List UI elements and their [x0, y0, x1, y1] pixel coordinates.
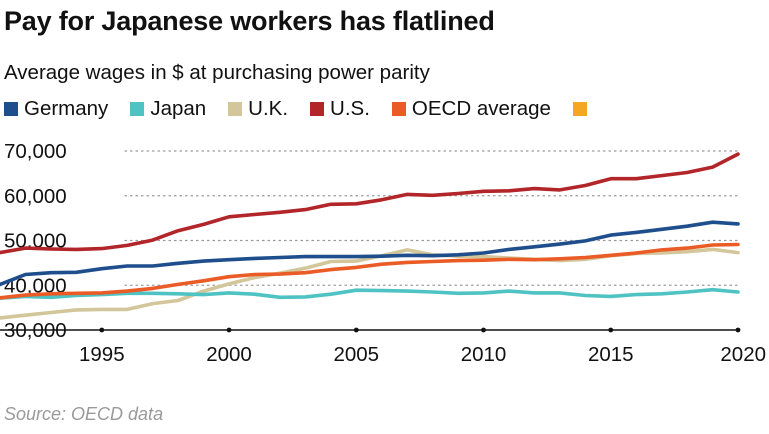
legend-item-japan: Japan [130, 97, 206, 121]
legend-item-us: U.S. [310, 97, 370, 121]
x-tick-mark [226, 327, 232, 333]
gridlines [0, 150, 739, 331]
chart-title: Pay for Japanese workers has flatlined [4, 6, 495, 36]
x-tick-mark [353, 327, 359, 333]
series-line-u-s [0, 152, 740, 255]
legend-swatch-germany [4, 102, 18, 116]
series-line-oecd-average [0, 242, 740, 300]
y-tick-label: 40,000 [4, 274, 67, 297]
series-line-u-k [0, 247, 740, 320]
legend-label-uk: U.K. [248, 97, 289, 120]
x-tick-label: 2015 [588, 343, 634, 366]
x-tick-mark [99, 327, 105, 333]
y-tick-label: 50,000 [4, 230, 67, 253]
legend-label-japan: Japan [150, 97, 207, 120]
series-line-japan [0, 287, 740, 301]
y-tick-label: 70,000 [4, 140, 67, 163]
legend: Germany Japan U.K. U.S. OECD average [4, 97, 615, 121]
legend-swatch-japan [130, 102, 145, 116]
axis-ticks: 30,000 40,000 50,000 60,000 70,000 1995 2000 20… [4, 140, 766, 366]
y-tick-label: 60,000 [4, 185, 67, 208]
x-tick-label: 2000 [206, 343, 252, 366]
series-line-germany [0, 220, 740, 287]
x-tick-label: 2005 [333, 343, 379, 366]
x-tick-mark [481, 327, 486, 333]
y-tick-label: 30,000 [4, 319, 67, 342]
legend-label-oecd-average: OECD average [411, 97, 551, 120]
legend-swatch-oecd-average [391, 102, 406, 116]
legend-item-germany: Germany [4, 97, 108, 121]
series-lines [0, 152, 740, 320]
x-tick-mark [608, 327, 614, 333]
chart-subtitle: Average wages in $ at purchasing power p… [4, 61, 430, 84]
x-tick-mark [735, 327, 741, 333]
x-tick-label: 2010 [461, 343, 507, 366]
x-tick-label: 2020 [720, 343, 766, 366]
legend-item-oecd-average: OECD average [391, 97, 551, 121]
legend-swatch-us [310, 102, 325, 116]
legend-swatch-uk [228, 102, 243, 116]
source-note: Source: OECD data [4, 404, 164, 424]
legend-label-germany: Germany [24, 97, 109, 120]
legend-swatch-unlabeled [572, 102, 587, 116]
legend-item-unlabeled [572, 102, 593, 116]
x-tick-label: 1995 [79, 343, 125, 366]
legend-item-uk: U.K. [228, 97, 288, 121]
legend-label-us: U.S. [330, 97, 370, 120]
